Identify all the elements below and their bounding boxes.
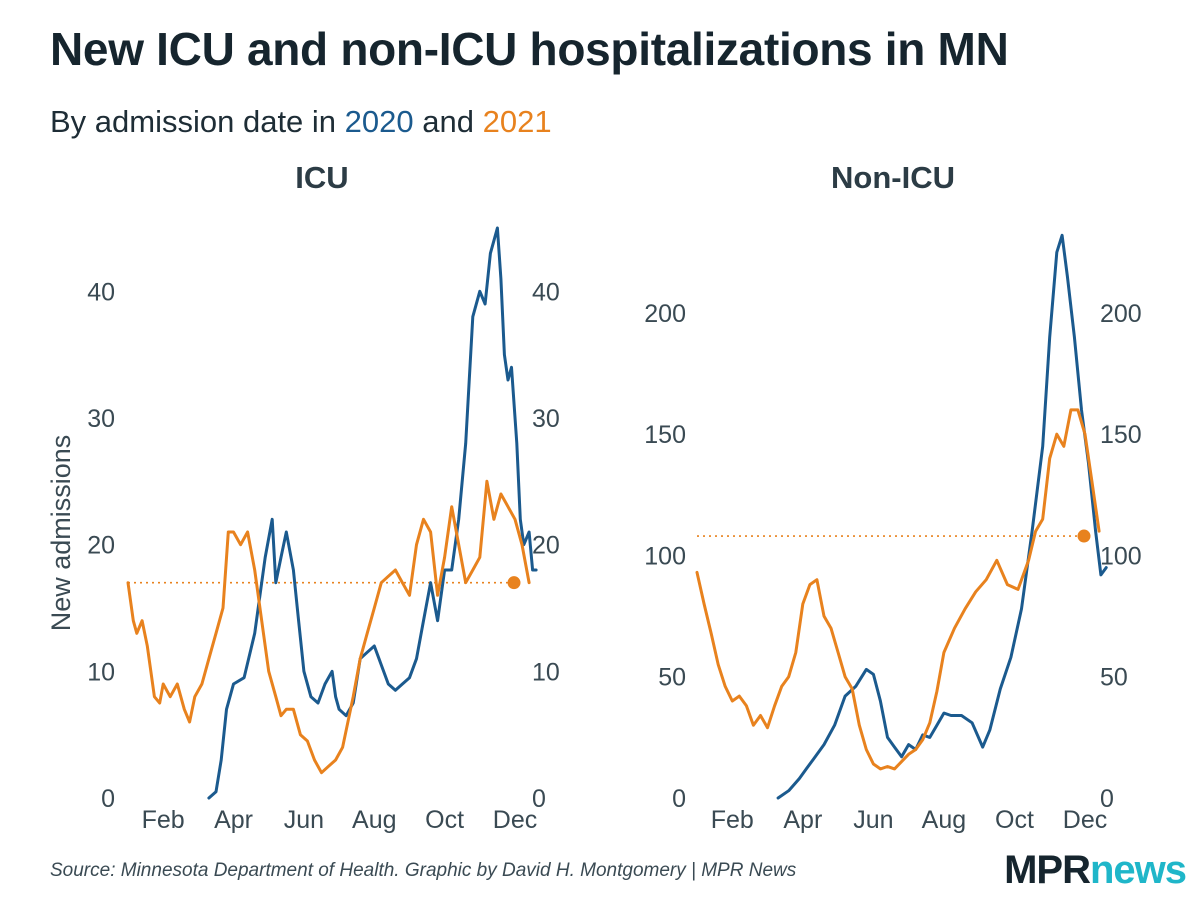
panel-0-ytick-left: 0 <box>101 785 115 813</box>
panel-1-latest-point <box>1077 529 1091 543</box>
panel-1-line-2020 <box>776 233 1108 800</box>
panel-1-ytick-right: 200 <box>1100 300 1142 328</box>
panel-0-xtick: Apr <box>214 806 253 834</box>
panel-1-ytick-right: 50 <box>1100 664 1128 692</box>
panel-1-xtick: Dec <box>1063 806 1107 834</box>
panel-0-xtick: Jun <box>284 806 324 834</box>
panel-0-latest-point <box>507 576 521 590</box>
subtitle-prefix: By admission date in <box>50 104 337 139</box>
panel-0-ytick-left: 20 <box>87 532 115 560</box>
panel-0-ytick-right: 20 <box>532 532 560 560</box>
panel-0-ylabel: New admissions <box>46 435 76 632</box>
panel-1-xtick: Jun <box>853 806 893 834</box>
source-note: Source: Minnesota Department of Health. … <box>50 860 797 881</box>
panel-1-ytick-left: 100 <box>644 542 686 570</box>
panel-0-ytick-left: 40 <box>87 278 115 306</box>
panel-0-xtick: Feb <box>142 806 185 834</box>
chart-subtitle: By admission date in 2020 and 2021 <box>50 104 552 140</box>
panel-0-ytick-left: 30 <box>87 405 115 433</box>
panel-0-ytick-left: 10 <box>87 658 115 686</box>
panel-0-line-2021 <box>126 479 531 775</box>
legend-2021: 2021 <box>482 104 552 139</box>
panel-1-xtick: Feb <box>711 806 754 834</box>
logo-mpr: MPR <box>1004 848 1091 892</box>
subtitle-and: and <box>422 104 474 139</box>
mpr-news-logo: MPRnews <box>1004 848 1187 893</box>
legend-2020: 2020 <box>344 104 414 139</box>
panel-0-title: ICU <box>295 160 348 195</box>
panel-1-ytick-right: 100 <box>1100 542 1142 570</box>
chart-title: New ICU and non-ICU hospitalizations in … <box>50 23 1009 75</box>
panel-0-ytick-right: 0 <box>532 785 546 813</box>
panel-0-ytick-right: 10 <box>532 658 560 686</box>
logo-news: news <box>1089 848 1187 892</box>
panel-1-title: Non-ICU <box>831 160 955 195</box>
panel-0-ytick-right: 40 <box>532 278 560 306</box>
panel-1-line-2021 <box>695 408 1101 771</box>
panel-1-xtick: Apr <box>783 806 822 834</box>
panel-1-ytick-right: 150 <box>1100 421 1142 449</box>
panel-1-ytick-left: 0 <box>672 785 686 813</box>
panel-0-xtick: Dec <box>493 806 537 834</box>
panel-1-ytick-left: 50 <box>658 664 686 692</box>
panel-0-line-2020 <box>207 226 538 800</box>
panel-1-ytick-right: 0 <box>1100 785 1114 813</box>
panel-1-ytick-left: 200 <box>644 300 686 328</box>
panel-1-xtick: Aug <box>922 806 966 834</box>
panel-0-xtick: Oct <box>425 806 464 834</box>
panel-1-ytick-left: 150 <box>644 421 686 449</box>
panel-0-ytick-right: 30 <box>532 405 560 433</box>
panel-0-xtick: Aug <box>352 806 396 834</box>
panel-1-xtick: Oct <box>995 806 1034 834</box>
